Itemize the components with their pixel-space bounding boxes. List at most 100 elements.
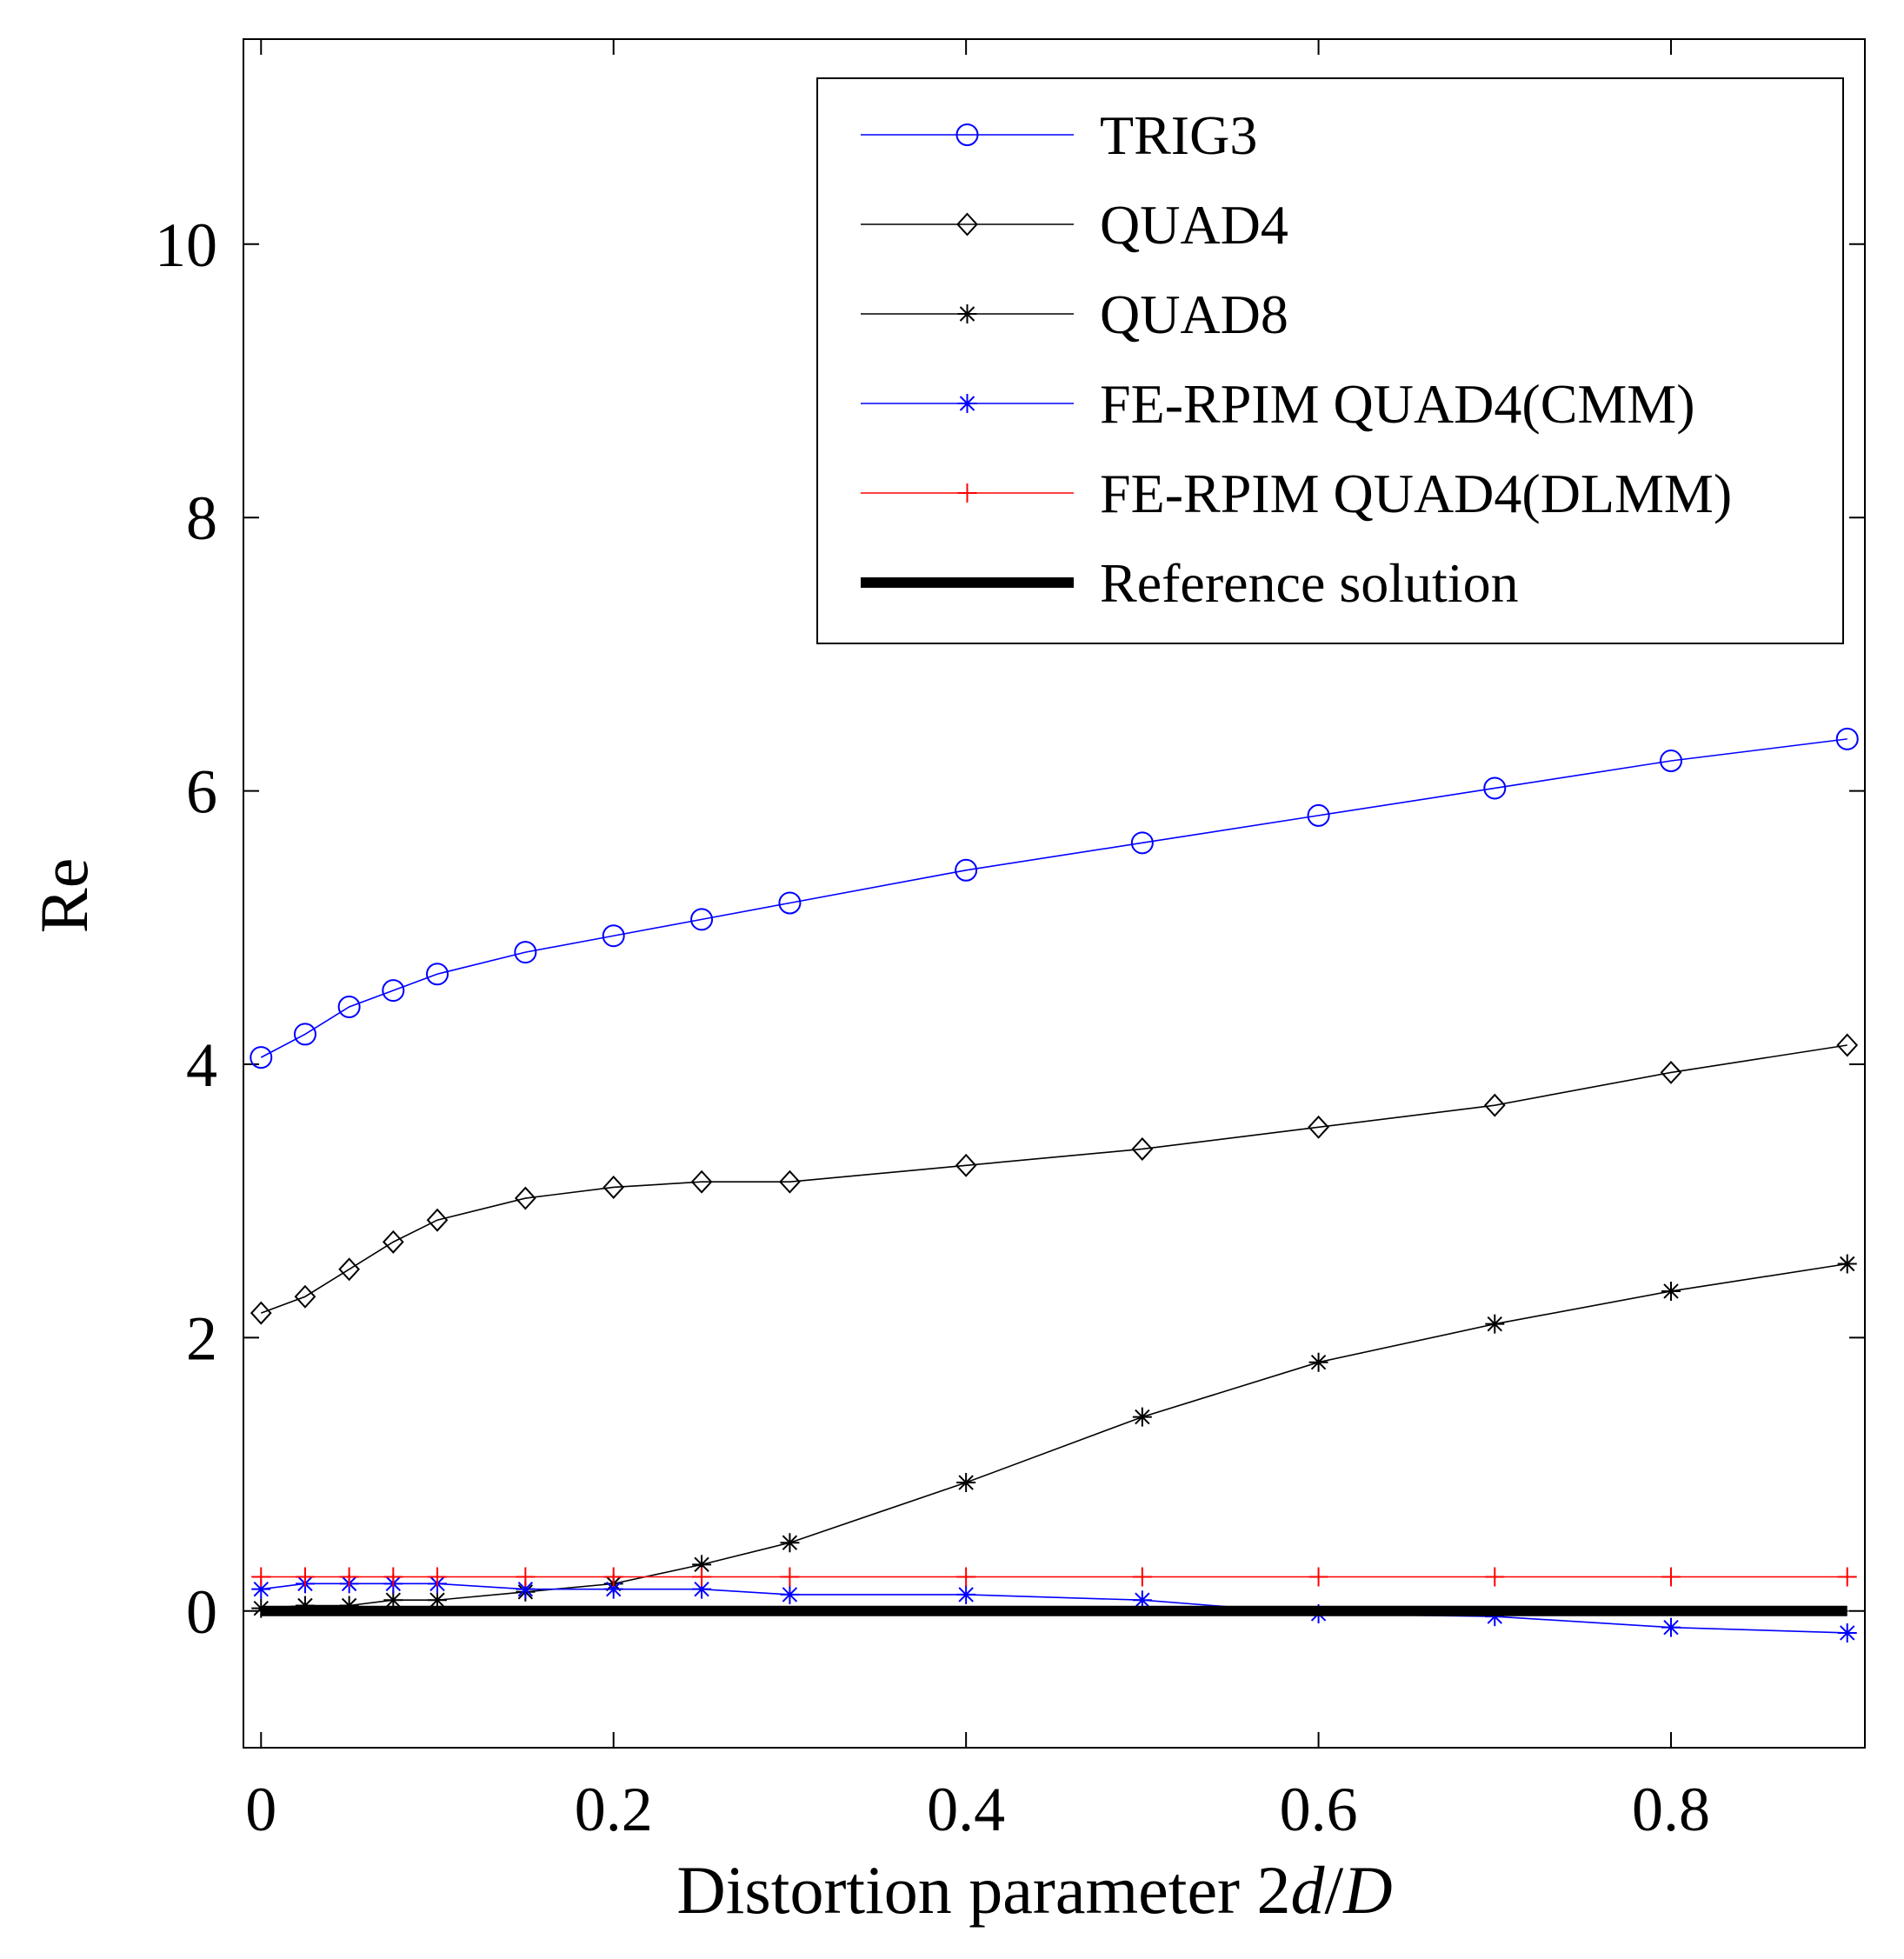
data-point-fe-rpim-quad4-dlmm — [1485, 1567, 1505, 1587]
data-point-fe-rpim-quad4-cmm — [1837, 1623, 1857, 1642]
legend-marker-trig3 — [955, 123, 979, 146]
y-tick-label: 4 — [186, 1030, 217, 1100]
series-line-trig3 — [260, 738, 1847, 1058]
data-point-fe-rpim-quad4-cmm — [251, 1579, 271, 1599]
data-point-quad8 — [1132, 1407, 1152, 1427]
legend-marker-quad8 — [957, 304, 977, 323]
data-point-quad4 — [955, 1153, 977, 1177]
x-tick-label: 0.4 — [927, 1775, 1005, 1844]
y-tick-label: 10 — [155, 210, 217, 280]
data-point-trig3 — [250, 1046, 273, 1069]
legend-entries: TRIG3 QUAD4 QUAD8 FE-RPIM QUAD4(CMM) FE-RPIM… — [861, 104, 1732, 614]
data-point-trig3 — [337, 995, 361, 1018]
data-point-quad4 — [602, 1176, 625, 1199]
legend-label-fe-rpim-quad4-cmm: FE-RPIM QUAD4(CMM) — [1100, 373, 1695, 435]
data-point-trig3 — [293, 1023, 316, 1046]
data-point-quad8 — [427, 1590, 447, 1610]
data-point-fe-rpim-quad4-dlmm — [603, 1567, 623, 1587]
data-point-fe-rpim-quad4-cmm — [780, 1584, 800, 1604]
data-point-fe-rpim-quad4-dlmm — [692, 1567, 712, 1587]
series-line-quad4 — [260, 1044, 1847, 1314]
data-point-quad4 — [779, 1169, 801, 1194]
legend-marker-quad4 — [956, 212, 978, 237]
data-point-trig3 — [1483, 776, 1507, 800]
data-point-trig3 — [690, 908, 714, 931]
data-point-fe-rpim-quad4-dlmm — [516, 1567, 536, 1587]
legend-label-quad4: QUAD4 — [1100, 194, 1288, 256]
y-axis-ticks: 0 2 4 6 8 10 — [155, 210, 1865, 1647]
series-fe-rpim-quad4-dlmm — [251, 1567, 1857, 1587]
data-point-quad4 — [1483, 1093, 1506, 1117]
y-axis-title: Re — [26, 858, 102, 934]
data-point-quad8 — [1485, 1314, 1505, 1334]
data-point-fe-rpim-quad4-cmm — [603, 1579, 623, 1599]
legend-marker-fe-rpim-quad4-cmm — [957, 394, 977, 413]
data-point-fe-rpim-quad4-dlmm — [339, 1567, 359, 1587]
y-tick-label: 2 — [186, 1303, 217, 1373]
legend-marker-fe-rpim-quad4-dlmm — [957, 483, 977, 503]
data-point-quad4 — [338, 1257, 360, 1282]
legend-label-trig3: TRIG3 — [1100, 104, 1257, 166]
data-point-fe-rpim-quad4-cmm — [1485, 1607, 1505, 1627]
data-point-trig3 — [602, 924, 625, 948]
data-point-fe-rpim-quad4-cmm — [516, 1579, 536, 1599]
data-point-quad4 — [1131, 1136, 1154, 1161]
data-point-trig3 — [382, 979, 405, 1003]
legend-box — [816, 77, 1844, 644]
x-tick-label: 0 — [245, 1775, 276, 1844]
data-point-trig3 — [514, 941, 537, 964]
data-point-trig3 — [1835, 727, 1859, 750]
data-point-quad8 — [295, 1596, 315, 1616]
x-tick-label: 0.2 — [575, 1775, 653, 1844]
legend-label-fe-rpim-quad4-dlmm: FE-RPIM QUAD4(DLMM) — [1100, 463, 1732, 524]
data-point-fe-rpim-quad4-cmm — [692, 1579, 712, 1599]
data-point-fe-rpim-quad4-dlmm — [1132, 1567, 1152, 1587]
data-point-fe-rpim-quad4-dlmm — [427, 1567, 447, 1587]
data-point-fe-rpim-quad4-dlmm — [1837, 1567, 1857, 1587]
data-point-quad4 — [250, 1301, 272, 1325]
x-axis-ticks: 0 0.2 0.4 0.6 0.8 — [245, 39, 1710, 1844]
data-point-trig3 — [955, 858, 978, 882]
data-point-trig3 — [1130, 831, 1154, 855]
data-point-quad8 — [956, 1473, 976, 1493]
data-point-quad8 — [692, 1555, 712, 1575]
data-point-fe-rpim-quad4-dlmm — [780, 1567, 800, 1587]
series-trig3 — [250, 727, 1859, 1069]
data-point-fe-rpim-quad4-dlmm — [956, 1567, 976, 1587]
y-tick-label: 6 — [186, 757, 217, 827]
data-point-quad4 — [1660, 1060, 1682, 1084]
data-point-trig3 — [1307, 803, 1330, 827]
series-quad8 — [251, 1254, 1857, 1618]
data-point-fe-rpim-quad4-dlmm — [383, 1567, 403, 1587]
data-point-quad4 — [514, 1186, 536, 1210]
y-tick-label: 0 — [186, 1577, 217, 1647]
x-tick-label: 0.8 — [1632, 1775, 1710, 1844]
data-point-fe-rpim-quad4-dlmm — [251, 1567, 271, 1587]
data-point-fe-rpim-quad4-dlmm — [1308, 1567, 1328, 1587]
data-point-quad8 — [339, 1596, 359, 1616]
data-point-fe-rpim-quad4-dlmm — [1661, 1567, 1681, 1587]
data-point-quad8 — [1837, 1254, 1857, 1274]
series-layer — [250, 727, 1859, 1642]
data-point-fe-rpim-quad4-cmm — [956, 1584, 976, 1604]
data-point-quad4 — [1836, 1033, 1859, 1057]
data-point-trig3 — [778, 891, 802, 915]
legend-label-quad8: QUAD8 — [1100, 283, 1288, 345]
data-point-quad4 — [426, 1208, 449, 1232]
legend-label-reference-solution: Reference solution — [1100, 552, 1519, 614]
data-point-trig3 — [425, 963, 449, 986]
x-axis-title: Distortion parameter 2d/D — [676, 1852, 1392, 1928]
data-point-quad8 — [1308, 1352, 1328, 1372]
data-point-fe-rpim-quad4-cmm — [1661, 1617, 1681, 1637]
data-point-quad8 — [780, 1533, 800, 1553]
y-tick-label: 8 — [186, 483, 217, 553]
data-point-quad4 — [294, 1284, 316, 1309]
data-point-quad4 — [1308, 1115, 1329, 1139]
series-quad4 — [250, 1033, 1859, 1325]
data-point-quad8 — [1661, 1281, 1681, 1301]
x-tick-label: 0.6 — [1280, 1775, 1358, 1844]
data-point-fe-rpim-quad4-dlmm — [295, 1567, 315, 1587]
data-point-fe-rpim-quad4-cmm — [1132, 1590, 1152, 1610]
data-point-quad4 — [382, 1229, 404, 1254]
